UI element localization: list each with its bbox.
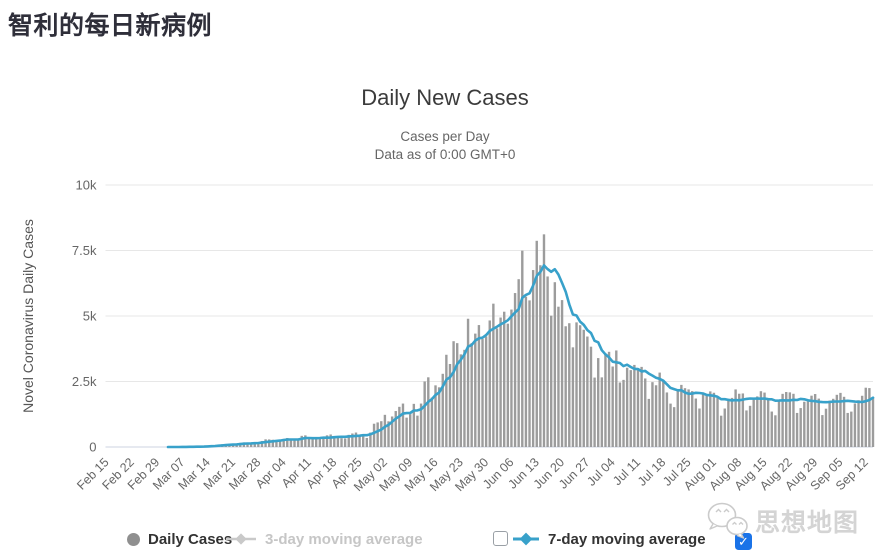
legend-label-ma3: 3-day moving average [265,530,423,548]
y-axis-labels: 0 2.5k 5k 7.5k 10k [72,178,97,455]
legend-item-ma7[interactable]: 7-day moving average [512,526,706,552]
ma3-marker-icon [226,533,256,545]
svg-text:2.5k: 2.5k [72,374,97,389]
legend-label-ma7: 7-day moving average [548,530,706,548]
legend: Daily Cases 3-day moving average 7-day m… [0,526,884,554]
svg-text:5k: 5k [83,309,97,324]
ma7-line [166,264,875,449]
ma7-right-checkbox[interactable]: ✓ [735,533,752,550]
legend-item-ma3[interactable]: 3-day moving average [225,526,423,552]
daily-cases-marker-icon [127,532,140,546]
chart-subtitle-data-asof: Data as of 0:00 GMT+0 [374,147,516,162]
legend-label-daily-cases: Daily Cases [148,530,233,548]
daily-cases-bars [166,234,875,447]
ma7-left-checkbox[interactable] [493,531,508,546]
svg-text:7.5k: 7.5k [72,243,97,258]
chart-title: Daily New Cases [361,85,529,110]
svg-text:10k: 10k [76,178,97,193]
svg-text:Jul 04: Jul 04 [584,455,618,489]
legend-item-daily-cases[interactable]: Daily Cases [127,526,232,552]
ma7-marker-icon [513,532,539,546]
chart-subtitle-cases-per-day: Cases per Day [400,129,490,144]
svg-text:0: 0 [89,440,96,455]
page-title: 智利的每日新病例 [8,12,213,40]
svg-text:Jul 18: Jul 18 [635,455,669,489]
